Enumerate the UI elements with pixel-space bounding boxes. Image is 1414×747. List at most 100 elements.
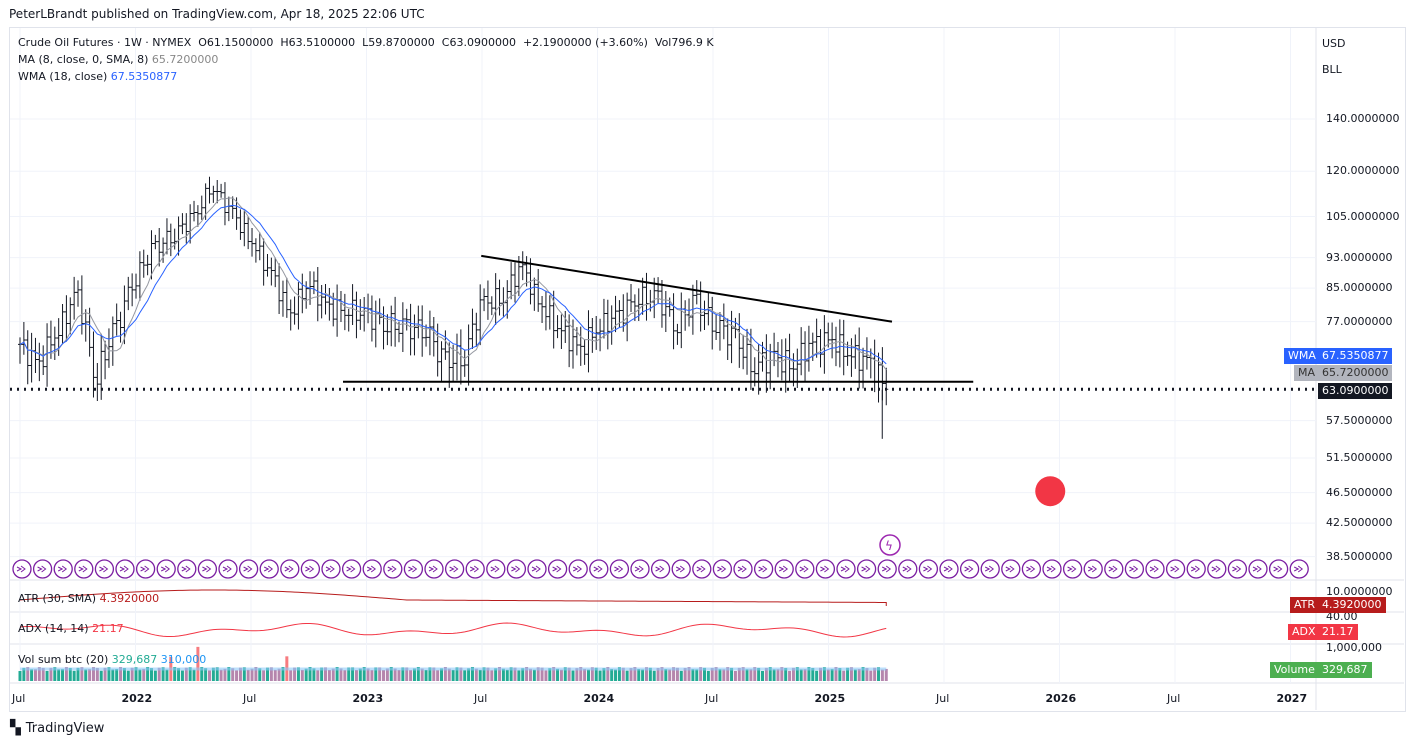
price-bar xyxy=(509,262,514,300)
volume-bar xyxy=(80,667,84,681)
price-bar xyxy=(536,269,541,312)
price-bar xyxy=(358,299,363,330)
wma-value: 67.5350877 xyxy=(110,70,178,83)
time-tick: Jul xyxy=(705,692,719,705)
volume-bar xyxy=(447,668,451,681)
legend: Crude Oil Futures · 1W · NYMEX O61.15000… xyxy=(18,34,714,85)
price-bar xyxy=(675,323,680,345)
volume-bar xyxy=(637,669,641,681)
event-arrow-icon xyxy=(614,565,624,573)
volume-bar xyxy=(683,667,687,681)
price-bar xyxy=(663,291,668,333)
time-tick: 2025 xyxy=(814,692,846,705)
volume-bar xyxy=(258,668,262,681)
price-bar xyxy=(656,277,661,304)
volume-bar xyxy=(455,667,459,681)
volume-bar xyxy=(776,669,780,681)
time-tick: Jul xyxy=(243,692,257,705)
volume-bar xyxy=(861,667,865,681)
price-bar xyxy=(280,280,285,317)
volume-bar xyxy=(853,669,857,681)
volume-bar xyxy=(41,667,45,681)
volume-bar xyxy=(95,667,99,681)
unit-button[interactable]: BLL xyxy=(1322,63,1342,76)
price-bar xyxy=(706,292,711,326)
volume-bar xyxy=(865,668,869,681)
volume-bar xyxy=(281,667,285,681)
price-bar xyxy=(300,273,305,314)
volume-bar xyxy=(122,668,126,681)
volume-bar xyxy=(877,667,881,681)
price-bar xyxy=(590,318,595,353)
volume-bar xyxy=(509,667,513,681)
price-bar xyxy=(323,283,328,315)
ma-label[interactable]: MA (8, close, 0, SMA, 8) xyxy=(18,53,149,66)
price-bar xyxy=(849,338,854,377)
price-bar xyxy=(134,273,139,299)
volume-bar xyxy=(416,667,420,681)
volume-bar xyxy=(111,669,115,681)
volume-bar xyxy=(730,667,734,681)
tradingview-logo[interactable]: ▚ TradingView xyxy=(10,720,104,736)
price-tick: 120.0000000 xyxy=(1326,164,1400,178)
volume-bar xyxy=(586,669,590,681)
price-bar xyxy=(238,209,243,240)
event-arrow-icon xyxy=(490,565,500,573)
event-arrow-icon xyxy=(78,565,88,573)
atr-axis-label: 10.0000000 xyxy=(1326,585,1393,598)
volume-bar xyxy=(134,667,138,681)
price-bar xyxy=(153,234,158,250)
price-bar xyxy=(269,257,274,286)
time-tick: 2026 xyxy=(1045,692,1077,705)
price-bar xyxy=(126,276,131,311)
descending-trendline xyxy=(481,254,893,323)
publisher-line: PeterLBrandt published on TradingView.co… xyxy=(9,7,425,21)
volume-bar xyxy=(474,668,478,681)
price-bar xyxy=(277,263,282,314)
volume-bar xyxy=(869,670,873,681)
volume-bar xyxy=(733,670,737,681)
volume-bar xyxy=(641,669,645,681)
volume-bar xyxy=(304,668,308,681)
event-arrow-icon xyxy=(160,565,171,573)
volume-bar xyxy=(273,669,277,681)
wma-name-tag: WMA xyxy=(1284,348,1320,364)
price-bar xyxy=(818,329,823,368)
volume-bar xyxy=(590,667,594,681)
price-bar xyxy=(41,345,46,375)
price-bar xyxy=(853,334,858,369)
volume-bar xyxy=(737,667,741,681)
wma-label[interactable]: WMA (18, close) xyxy=(18,70,108,83)
volume-bar xyxy=(88,669,92,681)
volume-bar xyxy=(772,669,776,681)
volume-bar xyxy=(679,670,683,681)
lightning-glyph: ϟ xyxy=(885,539,893,553)
event-arrow-icon xyxy=(923,565,933,573)
volume-bar xyxy=(544,670,548,681)
price-bar xyxy=(226,196,231,222)
volume-bar xyxy=(382,670,386,681)
price-bar xyxy=(524,256,529,287)
adx-line xyxy=(19,622,887,638)
volume-bar xyxy=(761,670,764,681)
volume-bar xyxy=(552,667,556,681)
event-arrow-icon xyxy=(717,565,727,573)
price-bar xyxy=(64,295,69,342)
price-bar xyxy=(826,322,831,348)
price-tick: 77.0000000 xyxy=(1326,314,1393,328)
price-bar xyxy=(292,296,297,325)
volume-bar xyxy=(822,667,826,681)
volume-bar xyxy=(219,669,223,681)
event-arrow-icon xyxy=(181,565,191,573)
volume-bar xyxy=(807,667,811,681)
chart-frame[interactable] xyxy=(9,27,1406,712)
event-arrow-icon xyxy=(758,565,768,573)
price-bar xyxy=(714,314,719,340)
price-bar xyxy=(130,273,135,307)
volume-bar xyxy=(470,667,474,681)
price-bar xyxy=(451,344,456,382)
volume-bar xyxy=(443,667,447,681)
currency-button[interactable]: USD xyxy=(1322,37,1346,50)
volume-bar xyxy=(211,667,215,681)
